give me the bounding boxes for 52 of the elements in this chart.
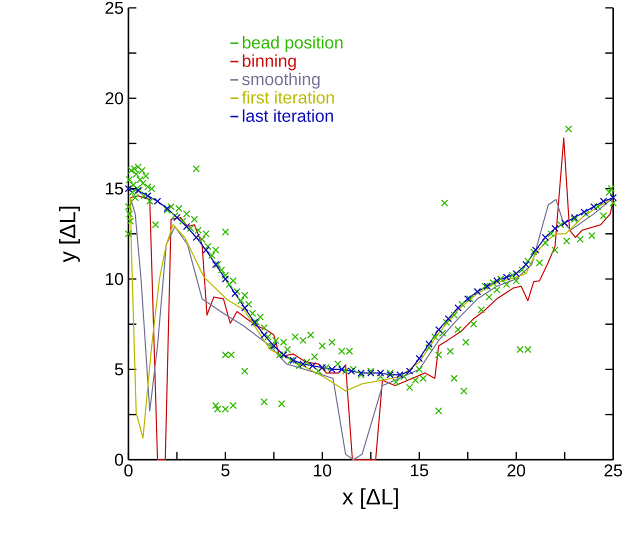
- point: [241, 304, 248, 312]
- point: [202, 246, 210, 254]
- x-tick-label: 25: [604, 464, 622, 476]
- legend-label: smoothing: [242, 72, 320, 89]
- point: [610, 194, 617, 202]
- point: [493, 276, 501, 284]
- point: [222, 275, 230, 283]
- point: [502, 273, 510, 281]
- x-tick-label: 0: [124, 464, 133, 476]
- point: [280, 351, 288, 358]
- point: [318, 364, 326, 372]
- y-tick-label: 0: [114, 454, 124, 466]
- x-tick-label: 15: [411, 464, 428, 476]
- point: [542, 234, 549, 241]
- x-tick-label: 20: [508, 464, 526, 476]
- y-tick-label: 5: [114, 363, 124, 376]
- point: [308, 362, 316, 370]
- point: [124, 184, 132, 192]
- point: [144, 192, 152, 200]
- legend-label: first iteration: [242, 90, 334, 104]
- legend-label: binning: [242, 54, 296, 70]
- point: [416, 354, 423, 362]
- y-tick-label: 15: [106, 182, 124, 194]
- point: [454, 304, 462, 312]
- point: [192, 234, 200, 241]
- point: [600, 197, 608, 205]
- legend-label: last iteration: [242, 109, 333, 122]
- point: [260, 331, 268, 339]
- y-axis-title: y [ΔL]: [59, 206, 80, 262]
- point: [512, 270, 520, 278]
- point: [425, 340, 433, 348]
- point: [590, 202, 598, 210]
- point: [328, 366, 336, 373]
- point: [561, 219, 568, 226]
- y-tick-label: 10: [106, 272, 124, 285]
- point: [522, 260, 530, 268]
- point: [338, 366, 346, 373]
- point: [376, 369, 384, 377]
- point: [444, 314, 452, 322]
- point: [396, 370, 404, 378]
- x-tick-label: 10: [314, 464, 332, 476]
- y-tick-label: 25: [106, 2, 124, 14]
- point: [406, 367, 414, 375]
- x-axis-title: x [ΔL]: [342, 488, 398, 509]
- legend-label: bead position: [242, 36, 342, 52]
- point: [154, 197, 162, 205]
- point: [435, 326, 442, 334]
- x-tick-label: 5: [221, 464, 230, 476]
- y-tick-label: 20: [106, 92, 124, 104]
- point: [299, 360, 307, 368]
- point: [182, 222, 190, 230]
- point: [551, 224, 559, 232]
